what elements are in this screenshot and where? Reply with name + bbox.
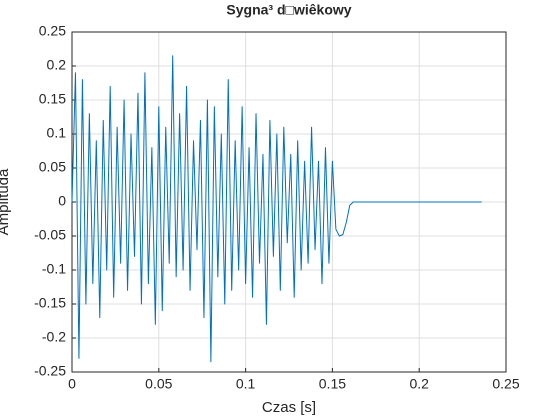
x-tick-label: 0.2 [409, 376, 429, 392]
y-tick-label: 0.15 [39, 91, 66, 107]
x-tick-label: 0.05 [145, 376, 172, 392]
y-tick-label: 0.1 [47, 125, 67, 141]
y-axis-label: Amplituda [0, 168, 12, 235]
x-axis-label: Czas [s] [262, 399, 316, 416]
y-tick-label: -0.15 [34, 295, 66, 311]
y-tick-label: -0.2 [42, 329, 66, 345]
y-tick-label: 0 [58, 193, 66, 209]
y-tick-label: -0.25 [34, 363, 66, 379]
chart-title: Sygna³ d□wiêkowy [226, 2, 351, 18]
x-tick-label: 0.25 [492, 376, 519, 392]
x-tick-label: 0.1 [236, 376, 256, 392]
x-tick-label: 0 [68, 376, 76, 392]
y-tick-label: -0.05 [34, 227, 66, 243]
signal-line [71, 55, 482, 363]
y-tick-label: 0.25 [39, 23, 66, 39]
y-tick-label: 0.05 [39, 159, 66, 175]
y-tick-label: -0.1 [42, 261, 66, 277]
x-tick-label: 0.15 [319, 376, 346, 392]
y-tick-label: 0.2 [47, 57, 67, 73]
